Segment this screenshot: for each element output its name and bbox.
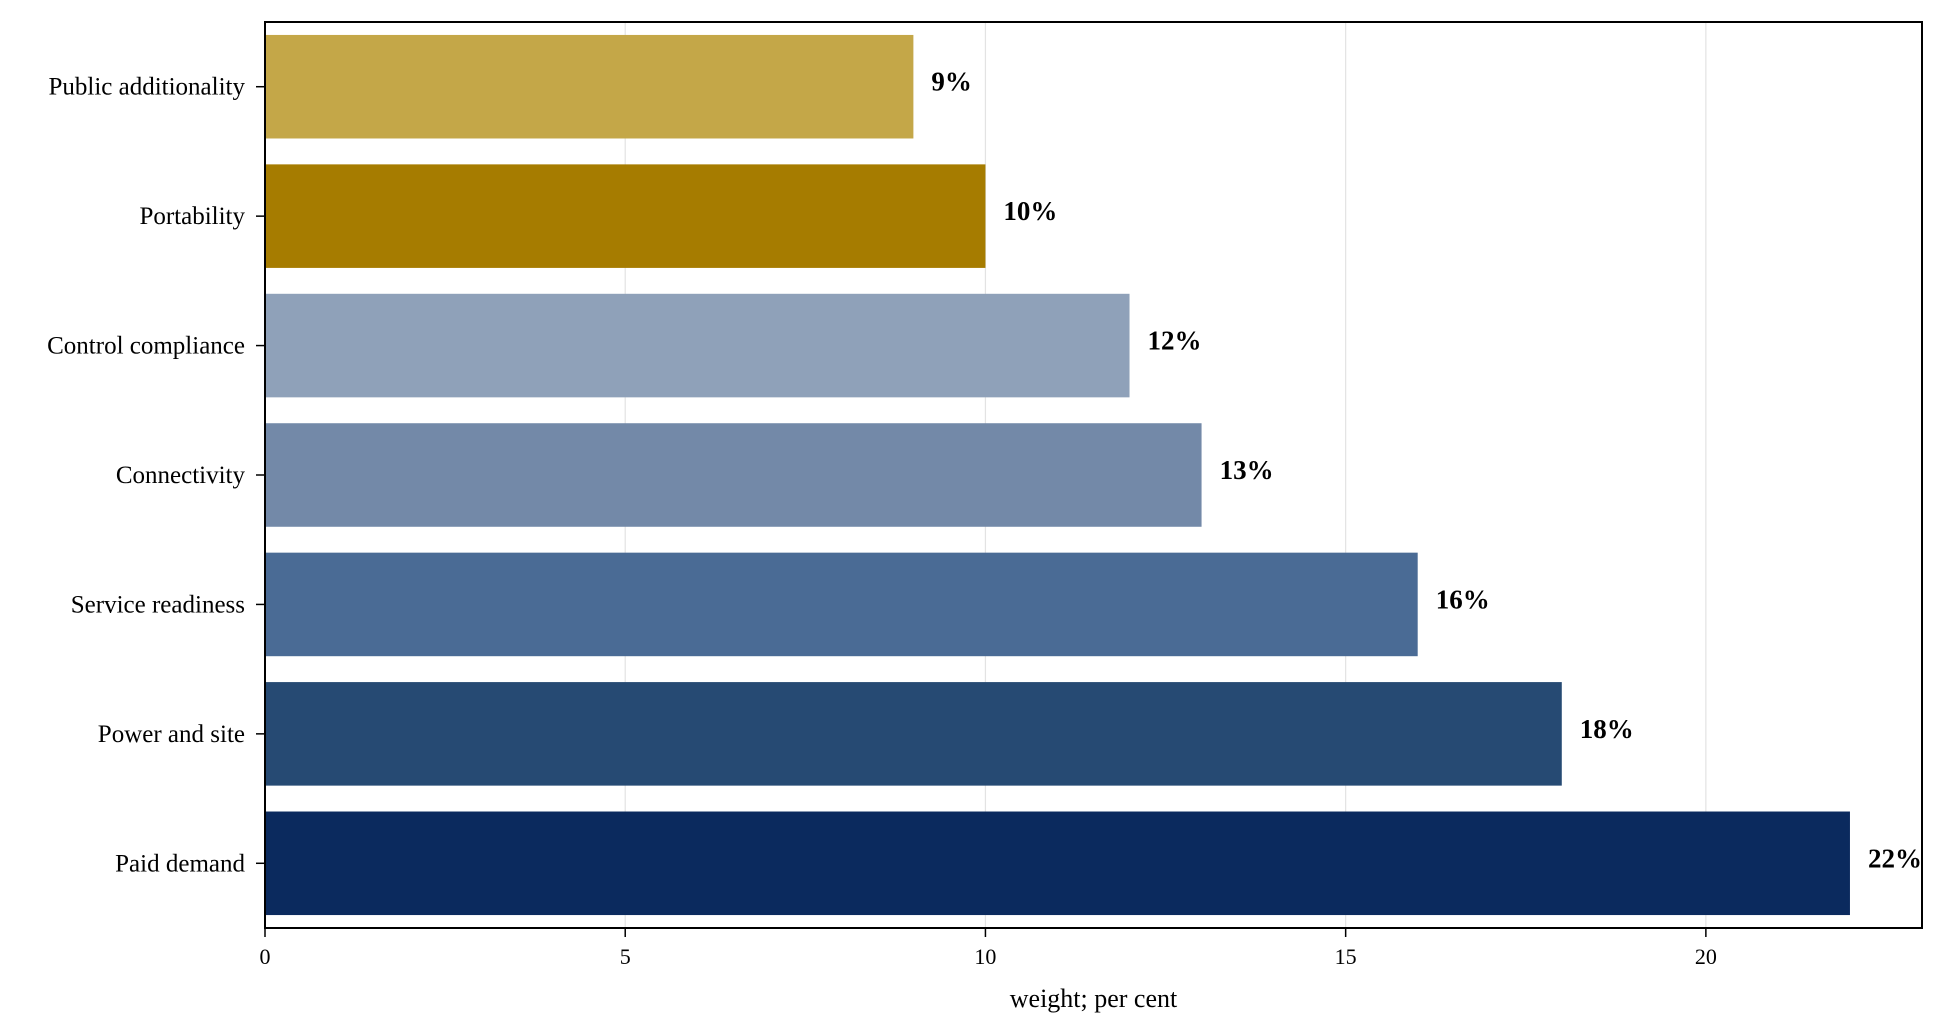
- data-label-5: 10%: [1003, 196, 1057, 226]
- data-labels: 22% 18% 16% 13% 12% 10% 9%: [931, 67, 1922, 874]
- bars: [265, 34, 1850, 916]
- bar-3: [265, 423, 1202, 527]
- bar-0: [265, 811, 1850, 916]
- data-label-1: 18%: [1580, 714, 1634, 744]
- data-label-3: 13%: [1220, 455, 1274, 485]
- bar-6: [265, 34, 914, 139]
- data-label-2: 16%: [1436, 584, 1490, 614]
- data-label-4: 12%: [1148, 326, 1202, 356]
- x-tick-label-1: 5: [620, 944, 631, 969]
- category-label-4: Control compliance: [47, 333, 245, 360]
- category-label-6: Public additionality: [48, 74, 245, 101]
- x-tick-label-4: 20: [1695, 944, 1717, 969]
- bar-1: [265, 682, 1562, 786]
- category-label-1: Power and site: [98, 721, 245, 748]
- x-axis-ticks: 0 5 10 15 20: [260, 928, 1717, 969]
- x-tick-label-0: 0: [260, 944, 271, 969]
- bar-2: [265, 552, 1418, 657]
- category-label-2: Service readiness: [71, 591, 245, 618]
- data-label-0: 22%: [1868, 843, 1922, 873]
- x-tick-label-2: 10: [974, 944, 996, 969]
- y-axis-ticks: Paid demand Power and site Service readine…: [47, 74, 265, 877]
- bar-5: [265, 164, 986, 268]
- bar-4: [265, 293, 1130, 398]
- data-label-6: 9%: [931, 67, 972, 97]
- category-label-0: Paid demand: [115, 850, 245, 877]
- x-tick-label-3: 15: [1335, 944, 1357, 969]
- category-label-3: Connectivity: [116, 462, 246, 489]
- category-label-5: Portability: [139, 203, 245, 230]
- x-axis-label: weight; per cent: [1010, 984, 1178, 1013]
